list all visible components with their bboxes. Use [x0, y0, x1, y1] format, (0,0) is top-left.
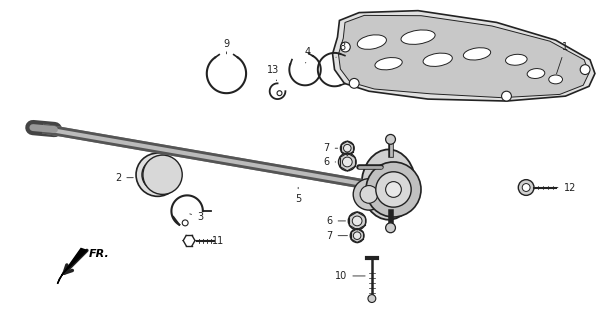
Circle shape: [518, 180, 534, 196]
Circle shape: [348, 212, 366, 230]
Text: 9: 9: [224, 39, 230, 54]
Text: 7: 7: [326, 231, 347, 241]
Text: 13: 13: [267, 65, 279, 81]
Ellipse shape: [549, 75, 562, 84]
Circle shape: [376, 172, 411, 207]
Text: 6: 6: [326, 216, 346, 226]
Text: 3: 3: [190, 212, 203, 222]
Polygon shape: [333, 11, 595, 101]
Circle shape: [353, 179, 384, 210]
Ellipse shape: [463, 48, 491, 60]
Circle shape: [368, 295, 376, 302]
Circle shape: [341, 42, 351, 52]
Circle shape: [351, 229, 364, 243]
Text: 1: 1: [556, 42, 569, 74]
Circle shape: [366, 162, 421, 217]
Text: FR.: FR.: [89, 249, 110, 259]
Ellipse shape: [357, 35, 386, 49]
Circle shape: [148, 165, 168, 185]
Text: 5: 5: [295, 187, 301, 204]
Ellipse shape: [401, 30, 435, 44]
Circle shape: [352, 216, 362, 226]
Circle shape: [386, 134, 395, 144]
Circle shape: [354, 232, 361, 239]
Circle shape: [360, 186, 378, 203]
Ellipse shape: [362, 149, 416, 220]
Text: 2: 2: [115, 173, 133, 183]
Ellipse shape: [375, 58, 402, 70]
Polygon shape: [338, 15, 589, 98]
Circle shape: [338, 153, 356, 171]
Circle shape: [142, 159, 173, 190]
Ellipse shape: [423, 53, 452, 67]
Ellipse shape: [527, 68, 545, 78]
Circle shape: [386, 223, 395, 233]
Text: 6: 6: [323, 157, 336, 167]
Circle shape: [522, 184, 530, 191]
Circle shape: [501, 91, 511, 101]
Text: 10: 10: [335, 271, 365, 281]
Circle shape: [143, 155, 182, 194]
Text: 12: 12: [537, 182, 576, 193]
Text: 4: 4: [305, 47, 311, 63]
Circle shape: [349, 78, 359, 88]
Circle shape: [182, 220, 188, 226]
Circle shape: [277, 91, 282, 96]
Circle shape: [580, 65, 590, 75]
Text: 8: 8: [336, 42, 346, 57]
Ellipse shape: [506, 54, 527, 65]
Circle shape: [342, 157, 352, 167]
Polygon shape: [57, 248, 87, 284]
Circle shape: [386, 182, 402, 197]
Text: 11: 11: [198, 236, 224, 245]
Circle shape: [341, 141, 354, 155]
Circle shape: [344, 144, 351, 152]
Circle shape: [136, 153, 179, 196]
Text: 7: 7: [323, 143, 338, 153]
